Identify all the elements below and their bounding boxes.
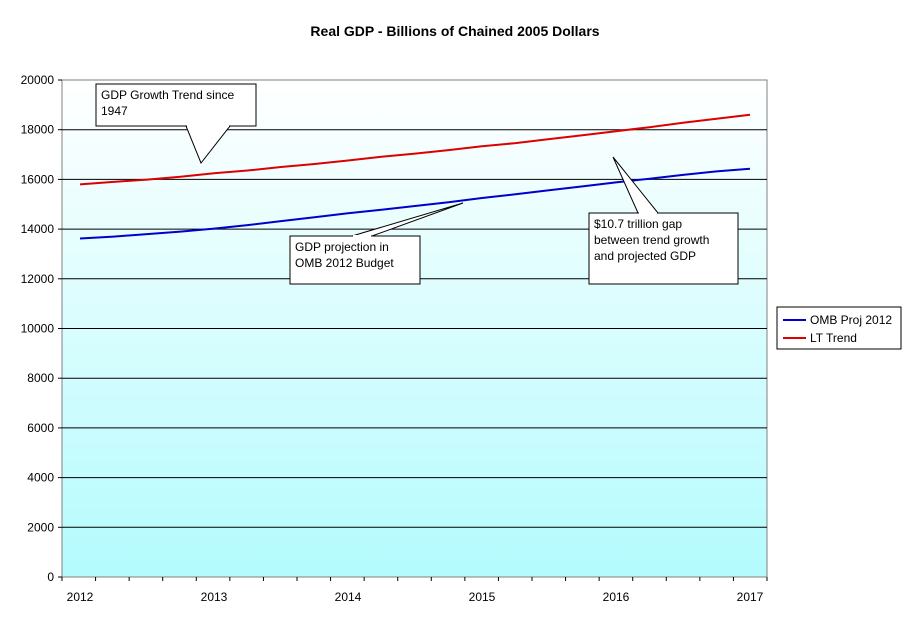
callout-box — [588, 212, 739, 285]
x-tick-label: 2015 — [469, 590, 496, 604]
series-line-omb-proj-2012 — [79, 167, 751, 240]
y-tick-label: 20000 — [21, 73, 55, 87]
x-tick-label: 2014 — [335, 590, 362, 604]
callout-text-line: and projected GDP — [594, 249, 696, 263]
y-tick-label: 18000 — [21, 123, 55, 137]
y-tick-label: 4000 — [27, 471, 54, 485]
legend: OMB Proj 2012 LT Trend — [776, 306, 902, 350]
callout-omb-projection: GDP projection in OMB 2012 Budget — [289, 202, 464, 285]
x-tick-label: 2013 — [201, 590, 228, 604]
x-tick-label: 2017 — [737, 590, 764, 604]
callout-text-line: GDP projection in — [295, 240, 389, 254]
legend-label: LT Trend — [810, 331, 857, 345]
y-tick-label: 2000 — [27, 520, 54, 534]
callout-text-line: between trend growth — [594, 233, 709, 247]
callout-box — [95, 83, 257, 127]
callout-gap: $10.7 trillion gap between trend growth an… — [588, 156, 739, 285]
y-tick-label: 16000 — [21, 172, 55, 186]
legend-label: OMB Proj 2012 — [810, 313, 892, 327]
chart-title: Real GDP - Billions of Chained 2005 Doll… — [310, 23, 599, 39]
x-tick-label: 2012 — [67, 590, 94, 604]
callout-text-line: 1947 — [101, 104, 128, 118]
y-tick-label: 12000 — [21, 272, 55, 286]
callout-trend: GDP Growth Trend since 1947 — [95, 83, 257, 164]
callout-text-line: OMB 2012 Budget — [295, 256, 394, 270]
y-tick-label: 6000 — [27, 421, 54, 435]
callout-box — [289, 235, 421, 285]
series-line-lt-trend — [79, 113, 751, 186]
y-tick-label: 14000 — [21, 222, 55, 236]
y-tick-label: 10000 — [21, 322, 55, 336]
callout-text-line: GDP Growth Trend since — [101, 88, 234, 102]
y-tick-label: 0 — [47, 570, 54, 584]
legend-box — [776, 306, 902, 350]
y-tick-label: 8000 — [27, 371, 54, 385]
x-tick-label: 2016 — [603, 590, 630, 604]
callout-text-line: $10.7 trillion gap — [594, 217, 682, 231]
